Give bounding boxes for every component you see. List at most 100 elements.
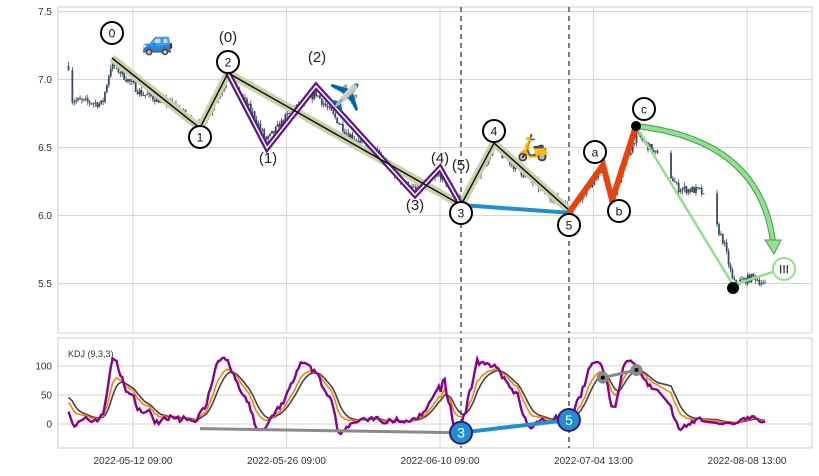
candlestick (98, 101, 101, 108)
candlestick (144, 94, 147, 99)
candlestick (413, 183, 415, 188)
candle-body (718, 224, 720, 235)
candle-body (153, 99, 156, 102)
candle-body (150, 92, 152, 97)
candle-body (414, 186, 417, 190)
candle-body (656, 151, 659, 153)
label-text: c (641, 103, 647, 117)
candlestick (100, 100, 103, 105)
candle-body (130, 80, 133, 82)
candle-body (318, 95, 321, 99)
candlestick (727, 248, 730, 268)
candle-body (743, 278, 745, 280)
candle-body (119, 72, 122, 74)
candle-body (286, 113, 289, 115)
candle-body (752, 273, 755, 276)
candle-body (512, 164, 515, 170)
candle-body (652, 150, 655, 153)
y-tick-label: 6.0 (38, 211, 52, 222)
candle-body (146, 94, 149, 96)
candle-body (247, 103, 250, 106)
y-tick-label: 5.5 (38, 279, 52, 290)
candle-body (324, 103, 327, 106)
candlestick (700, 184, 703, 197)
candlestick (138, 87, 141, 97)
candlestick (261, 127, 264, 133)
candlestick (633, 142, 636, 147)
candle-body (81, 99, 83, 101)
candlestick (263, 127, 266, 138)
abc-label-b: b (607, 199, 631, 223)
candle-body (144, 94, 147, 96)
candlestick (698, 187, 701, 190)
candle-body (345, 133, 348, 135)
candlestick (276, 121, 279, 128)
airplane-emoji-icon: ✈️ (329, 81, 361, 112)
x-tick-label: 2022-07-04 13:00 (554, 456, 633, 467)
candlestick (102, 97, 104, 106)
wave-label-3: 3 (449, 201, 473, 225)
candle-body (762, 282, 765, 284)
candlestick (693, 186, 695, 194)
kdj-blue-line (460, 417, 570, 435)
candle-body (140, 89, 143, 96)
candle-body (650, 143, 653, 153)
wave-label-1: 1 (188, 125, 212, 149)
y-tick-label: 6.5 (38, 143, 52, 154)
candle-body (677, 182, 680, 193)
kdj-panel: 0 50 100 KDJ (9,3,3) 3 5 (35, 337, 813, 449)
candlestick (340, 123, 342, 125)
candle-body (693, 187, 695, 193)
candle-body (437, 174, 440, 176)
pivot-dot (631, 121, 642, 132)
wave-3-5-link (460, 203, 570, 215)
candle-body (261, 129, 264, 131)
candle-body (675, 182, 678, 184)
candle-body (735, 280, 738, 284)
candle-body (75, 100, 78, 102)
candle-body (342, 124, 344, 132)
candle-body (317, 95, 319, 97)
kdj-gray-dot-center (600, 375, 605, 380)
candle-body (355, 140, 358, 142)
kdj-wave-marker: 5 (556, 407, 581, 432)
candlestick (106, 83, 108, 94)
candle-body (741, 279, 743, 281)
candle-body (107, 76, 110, 86)
candle-body (249, 103, 252, 112)
candlestick (687, 188, 690, 196)
candle-body (94, 102, 97, 104)
candle-body (681, 188, 684, 191)
candle-body (251, 111, 254, 113)
candlestick (522, 174, 525, 179)
candle-body (257, 123, 260, 125)
kdj-panel-frame (57, 337, 813, 449)
kdj-gray-line (199, 427, 462, 435)
candle-body (104, 91, 106, 102)
candle-body (148, 92, 151, 95)
candle-body (334, 113, 337, 118)
car-emoji-icon: 🚙 (142, 26, 174, 57)
candle-body (689, 189, 692, 192)
x-tick-label: 2022-05-26 09:00 (247, 456, 326, 467)
candlestick (629, 152, 632, 156)
curved-arrow (635, 124, 775, 243)
subwave-label: (3) (406, 197, 424, 214)
candle-body (328, 106, 331, 108)
y-tick-label: 0 (46, 420, 52, 431)
candle-body (687, 189, 690, 193)
abc-wave-line (566, 125, 639, 215)
candlestick (288, 112, 291, 115)
wave-label-4: 4 (482, 119, 506, 143)
candle-body (73, 101, 76, 103)
y-tick-label: 7.5 (38, 7, 52, 18)
subwave-label: (5) (452, 157, 470, 174)
label-circle (216, 50, 240, 74)
candlestick (731, 267, 734, 280)
candle-body (733, 278, 736, 281)
subwave-label: (2) (308, 49, 326, 66)
candlestick (725, 239, 728, 255)
candle-body (332, 110, 335, 114)
wave-label-5: 5 (557, 213, 581, 237)
